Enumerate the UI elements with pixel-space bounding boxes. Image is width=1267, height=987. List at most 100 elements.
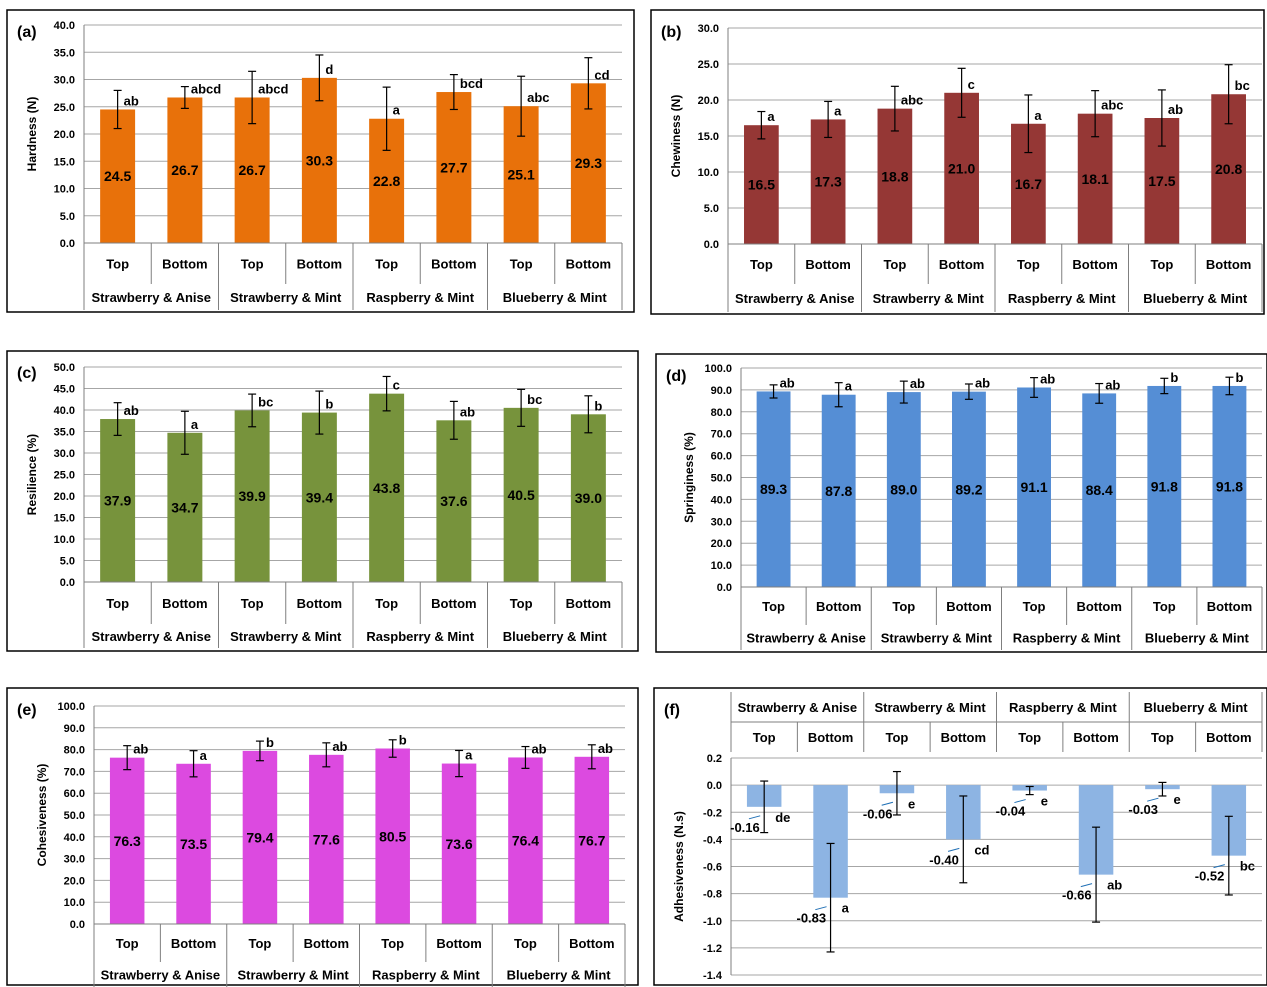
x-tick-label: Bottom	[171, 936, 217, 951]
significance-letter: ab	[1040, 371, 1055, 386]
bar	[301, 77, 337, 244]
y-tick-label: 25.0	[54, 470, 75, 482]
error-bar	[123, 745, 132, 771]
error-bar	[1224, 64, 1233, 125]
data-label: 39.0	[575, 490, 602, 506]
panel-d: (d) 0.0 10.0 20.0 30.0 40.0 50.0 60.0 70.0 80.0 90…	[655, 353, 1267, 653]
significance-letter: ab	[1107, 878, 1122, 893]
x-tick-label: Top	[1153, 599, 1176, 614]
error-bar	[113, 402, 122, 436]
group-label: Strawberry & Anise	[735, 291, 854, 306]
error-bar	[1095, 382, 1104, 404]
x-tick-label: Top	[883, 257, 906, 272]
error-bar	[1224, 815, 1233, 896]
y-tick-label: 5.0	[60, 556, 75, 568]
significance-letter: ab	[124, 93, 139, 108]
error-bar	[824, 100, 833, 139]
x-tick-label: Bottom	[808, 730, 854, 745]
bar	[952, 391, 986, 587]
error-bar	[449, 400, 458, 440]
y-axis-label: Resilience (%)	[25, 434, 39, 515]
error-bar	[957, 67, 966, 118]
bar	[821, 394, 856, 587]
x-tick-label: Bottom	[162, 596, 208, 611]
group-label: Strawberry & Mint	[873, 291, 985, 306]
bar	[369, 393, 405, 582]
x-tick-label: Top	[762, 599, 785, 614]
bar	[744, 125, 779, 244]
y-tick-label: 30.0	[711, 516, 732, 528]
x-tick-label: Bottom	[431, 596, 477, 611]
error-bar	[322, 742, 331, 768]
y-tick-label: 0.2	[707, 753, 722, 765]
data-label: 34.7	[171, 499, 198, 515]
data-label: 87.8	[825, 483, 852, 499]
y-tick-label: 30.0	[698, 23, 719, 35]
data-label: 79.4	[246, 829, 273, 845]
bar	[301, 412, 337, 582]
x-tick-label: Top	[106, 257, 129, 272]
error-bar	[1157, 89, 1166, 147]
bar	[503, 407, 539, 582]
y-tick-label: 15.0	[698, 131, 719, 143]
y-tick-label: 30.0	[64, 854, 85, 866]
panel-label: (e)	[17, 702, 37, 719]
data-label: -0.52	[1195, 869, 1225, 884]
data-label: 40.5	[508, 487, 535, 503]
y-tick-label: 0.0	[704, 239, 719, 251]
error-bar	[248, 393, 257, 428]
panel-b: (b) 0.0 5.0 10.0 15.0 20.0 25.0 30.0 Chewiness (…	[650, 9, 1265, 315]
data-label: 73.5	[180, 836, 207, 852]
panel-label: (b)	[661, 24, 681, 41]
significance-letter: bc	[1235, 78, 1250, 93]
significance-letter: bc	[1240, 859, 1255, 874]
significance-letter: b	[594, 398, 602, 413]
group-label: Raspberry & Mint	[366, 290, 474, 305]
significance-letter: ab	[460, 404, 475, 419]
error-bar	[892, 770, 901, 816]
y-tick-label: 20.0	[54, 491, 75, 503]
significance-letter: b	[399, 733, 407, 748]
y-tick-label: 5.0	[704, 203, 719, 215]
x-tick-label: Bottom	[941, 730, 987, 745]
bar	[242, 750, 278, 924]
data-label: 91.1	[1020, 479, 1047, 495]
error-bar	[388, 739, 397, 758]
bar	[886, 392, 921, 587]
x-tick-label: Top	[241, 257, 264, 272]
x-tick-label: Top	[886, 730, 909, 745]
group-label: Strawberry & Anise	[92, 290, 211, 305]
x-tick-label: Top	[116, 936, 139, 951]
bar	[1017, 387, 1051, 587]
group-label: Strawberry & Anise	[746, 631, 865, 646]
y-tick-label: -0.2	[703, 807, 722, 819]
y-tick-label: -0.8	[703, 889, 722, 901]
significance-letter: ab	[780, 375, 795, 390]
bar	[436, 420, 472, 582]
significance-letter: e	[1041, 794, 1048, 809]
error-bar	[382, 86, 391, 151]
bar	[176, 763, 211, 924]
error-bar	[1091, 90, 1100, 138]
error-bar	[890, 85, 899, 132]
y-tick-label: 20.0	[698, 95, 719, 107]
y-tick-label: 30.0	[54, 75, 75, 87]
group-label: Blueberry & Mint	[1143, 291, 1248, 306]
error-bar	[584, 395, 593, 434]
x-tick-label: Top	[1151, 730, 1174, 745]
panel-frame	[653, 687, 1267, 986]
data-label: 17.5	[1148, 173, 1175, 189]
significance-letter: ab	[133, 742, 148, 757]
label-leader	[1080, 883, 1093, 888]
significance-letter: cd	[594, 67, 609, 82]
error-bar	[1158, 781, 1167, 797]
data-label: 76.4	[512, 833, 539, 849]
significance-letter: b	[1170, 370, 1178, 385]
y-axis-label: Adhesiveness (N.s)	[672, 811, 686, 922]
error-bar	[517, 388, 526, 427]
y-tick-label: 80.0	[711, 407, 732, 419]
bar	[167, 432, 203, 582]
y-tick-label: 25.0	[54, 102, 75, 114]
data-label: 37.9	[104, 493, 131, 509]
y-tick-label: -1.2	[703, 943, 722, 955]
